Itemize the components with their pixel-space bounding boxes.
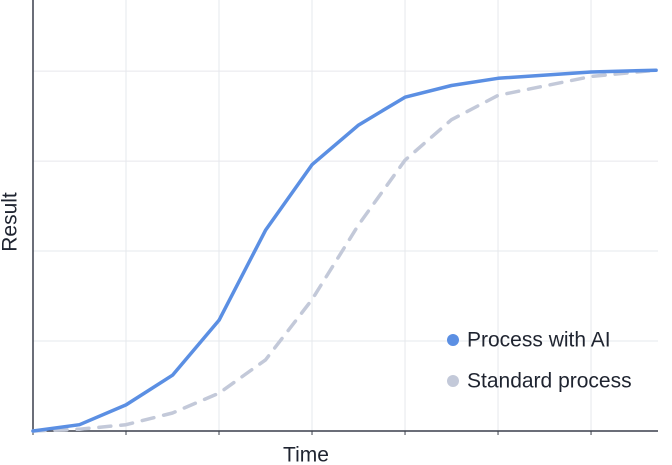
legend-label: Process with AI: [467, 329, 611, 352]
line-series: [31, 68, 658, 433]
legend-marker: [447, 334, 459, 346]
legend-marker: [447, 375, 459, 387]
x-axis-label: Time: [283, 444, 329, 465]
legend-label: Standard process: [467, 370, 632, 393]
y-axis-label: Result: [0, 192, 22, 252]
line-series: [31, 68, 658, 433]
